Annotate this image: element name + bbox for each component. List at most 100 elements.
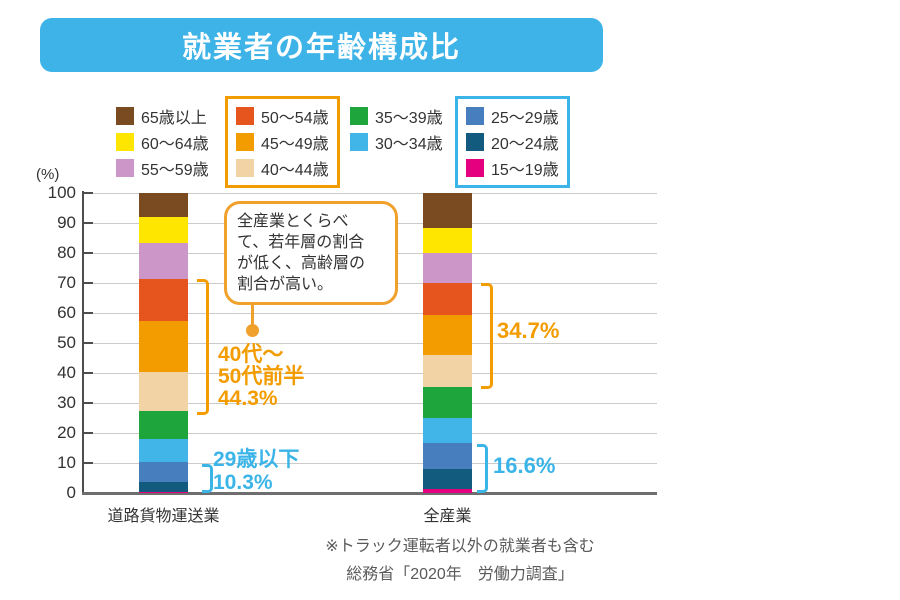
bar-segment [423, 253, 472, 283]
legend-swatch [116, 107, 134, 125]
callout-text: 全産業とくらべ て、若年層の割合 が低く、高齢層の 割合が高い。 [237, 213, 366, 293]
legend-swatch [466, 159, 484, 177]
y-axis-tick [83, 372, 93, 374]
label-young-right: 16.6% [493, 453, 556, 478]
bracket-mid-right [481, 283, 493, 389]
gridline [83, 432, 657, 434]
y-axis-label: 0 [66, 483, 76, 502]
legend-label: 15〜19歳 [491, 162, 559, 179]
gridline [83, 462, 657, 464]
legend-swatch [236, 159, 254, 177]
callout-stem [251, 305, 254, 326]
bar-segment [139, 278, 188, 321]
legend-swatch [466, 107, 484, 125]
legend-swatch [466, 133, 484, 151]
gridline [83, 312, 657, 314]
label-mid-left: 40代〜 50代前半 44.3% [218, 343, 305, 410]
legend-label: 50〜54歳 [261, 110, 329, 127]
legend-item: 35〜39歳 [350, 103, 443, 129]
y-axis-tick [83, 402, 93, 404]
legend-label: 35〜39歳 [375, 110, 443, 127]
bar-segment [139, 243, 188, 279]
legend-item: 30〜34歳 [350, 129, 443, 155]
legend-swatch [350, 107, 368, 125]
footer: ※トラック運転者以外の就業者も含む 総務省「2020年 労働力調査」 [270, 533, 650, 589]
legend-item: 25〜29歳 [466, 103, 559, 129]
x-axis-label: 道路貨物運送業 [107, 508, 220, 525]
legend-column: 25〜29歳 20〜24歳 15〜19歳 [455, 96, 570, 188]
footer-source: 総務省「2020年 労働力調査」 [346, 566, 574, 583]
gridline [83, 372, 657, 374]
legend-column: 50〜54歳 45〜49歳 40〜44歳 [225, 96, 340, 188]
page-title: 就業者の年齢構成比 [181, 32, 461, 64]
legend-item: 20〜24歳 [466, 129, 559, 155]
callout-dot-icon [246, 324, 259, 337]
bar-segment [423, 193, 472, 229]
x-axis-label: 全産業 [423, 508, 472, 525]
bracket-young-left [202, 464, 213, 493]
legend-item: 60〜64歳 [116, 129, 209, 155]
legend-label: 45〜49歳 [261, 136, 329, 153]
gridline [83, 402, 657, 404]
y-axis-label: 60 [57, 303, 76, 322]
legend-swatch [236, 133, 254, 151]
bracket-mid-left [197, 279, 209, 415]
legend-item: 15〜19歳 [466, 155, 559, 181]
legend-label: 30〜34歳 [375, 136, 443, 153]
bar-segment [139, 481, 188, 492]
label-mid-right: 34.7% [497, 318, 560, 343]
bracket-young-right [477, 444, 488, 493]
y-axis-tick [83, 462, 93, 464]
legend-label: 55〜59歳 [141, 162, 209, 179]
title-banner: 就業者の年齢構成比 [40, 18, 603, 72]
y-axis-label: 100 [47, 183, 76, 202]
bar-segment [423, 228, 472, 253]
y-axis-label: 40 [57, 363, 76, 382]
y-axis-tick [83, 222, 93, 224]
y-axis-label: 30 [57, 393, 76, 412]
legend-swatch [116, 133, 134, 151]
legend-swatch [236, 107, 254, 125]
bar-segment [139, 411, 188, 439]
legend-label: 65歳以上 [141, 110, 207, 127]
bar-segment [139, 439, 188, 463]
bar-segment [423, 314, 472, 356]
y-axis-line [82, 191, 84, 494]
gridline [83, 342, 657, 344]
y-axis-label: 90 [57, 213, 76, 232]
legend-column: 65歳以上 60〜64歳 55〜59歳 [116, 96, 209, 181]
label-young-left: 29歳以下 10.3% [213, 448, 300, 494]
y-axis-label: 20 [57, 423, 76, 442]
y-axis-tick [83, 432, 93, 434]
bar-segment [423, 418, 472, 444]
bar-segment [139, 193, 188, 217]
legend-label: 40〜44歳 [261, 162, 329, 179]
legend-label: 25〜29歳 [491, 110, 559, 127]
footer-note: ※トラック運転者以外の就業者も含む [325, 538, 595, 555]
bar-segment [423, 387, 472, 418]
y-axis-tick [83, 282, 93, 284]
legend-item: 55〜59歳 [116, 155, 209, 181]
bar-segment [139, 491, 188, 493]
legend-column: 35〜39歳 30〜34歳 [350, 96, 443, 155]
y-axis-label: 50 [57, 333, 76, 352]
bar-segment [423, 355, 472, 388]
bar-segment [139, 320, 188, 373]
y-axis-tick [83, 192, 93, 194]
bar-segment [423, 443, 472, 469]
y-axis-tick [83, 342, 93, 344]
bar-segment [139, 372, 188, 412]
gridline [83, 192, 657, 194]
legend-swatch [350, 133, 368, 151]
bar-segment [423, 489, 472, 493]
y-axis-tick [83, 312, 93, 314]
bar-segment [139, 462, 188, 482]
legend-item: 45〜49歳 [236, 129, 329, 155]
callout-bubble: 全産業とくらべ て、若年層の割合 が低く、高齢層の 割合が高い。 [224, 201, 398, 305]
legend-label: 20〜24歳 [491, 136, 559, 153]
y-axis-unit: (%) [36, 166, 60, 183]
legend-item: 65歳以上 [116, 103, 209, 129]
y-axis-tick [83, 252, 93, 254]
legend-label: 60〜64歳 [141, 136, 209, 153]
